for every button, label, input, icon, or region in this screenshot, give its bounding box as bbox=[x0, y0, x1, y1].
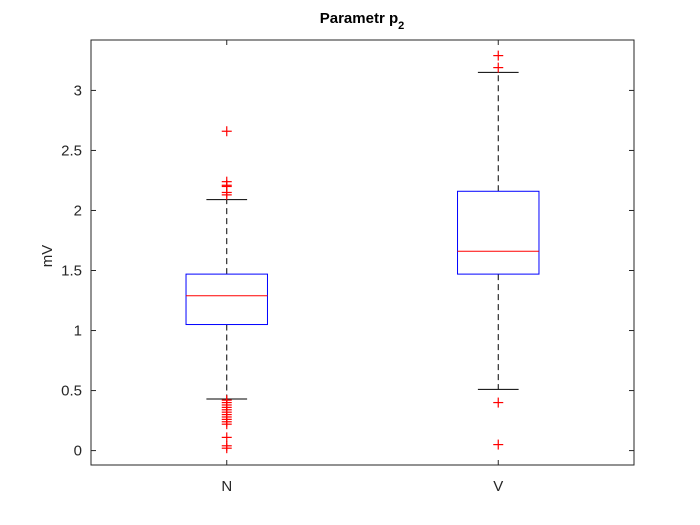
y-tick-label-6: 3 bbox=[74, 82, 82, 99]
plot-area-frame bbox=[90, 39, 635, 466]
y-tick-label-2: 1 bbox=[74, 323, 82, 340]
outlier-marker bbox=[221, 419, 232, 430]
boxes-layer bbox=[185, 50, 540, 454]
outlier-marker bbox=[493, 439, 504, 450]
outlier-marker bbox=[221, 443, 232, 454]
chart-title-main: Parametr p bbox=[320, 10, 398, 27]
box-group-v bbox=[457, 50, 540, 450]
box-n bbox=[185, 273, 268, 326]
y-tick-label-1: 0.5 bbox=[61, 383, 82, 400]
y-axis-label: mV bbox=[39, 245, 56, 268]
outlier-marker bbox=[221, 126, 232, 137]
outlier-marker bbox=[493, 62, 504, 73]
outlier-marker bbox=[493, 50, 504, 61]
y-tick-label-4: 2 bbox=[74, 202, 82, 219]
outlier-marker bbox=[221, 432, 232, 443]
ticks-layer: 0 0.5 1 1.5 2 2.5 3 N V bbox=[61, 40, 634, 495]
box-v bbox=[457, 190, 540, 275]
y-tick-label-0: 0 bbox=[74, 443, 82, 460]
y-tick-label-5: 2.5 bbox=[61, 142, 82, 159]
x-tick-label-n: N bbox=[221, 478, 232, 495]
outlier-marker bbox=[221, 189, 232, 200]
outliers-v bbox=[493, 50, 504, 450]
x-tick-label-v: V bbox=[493, 478, 503, 495]
y-tick-label-3: 1.5 bbox=[61, 263, 82, 280]
box-group-n bbox=[185, 126, 268, 454]
chart-title-subscript: 2 bbox=[398, 20, 404, 32]
chart-title: Parametr p2 bbox=[320, 10, 405, 32]
outlier-marker bbox=[493, 397, 504, 408]
outliers-n bbox=[221, 126, 232, 454]
